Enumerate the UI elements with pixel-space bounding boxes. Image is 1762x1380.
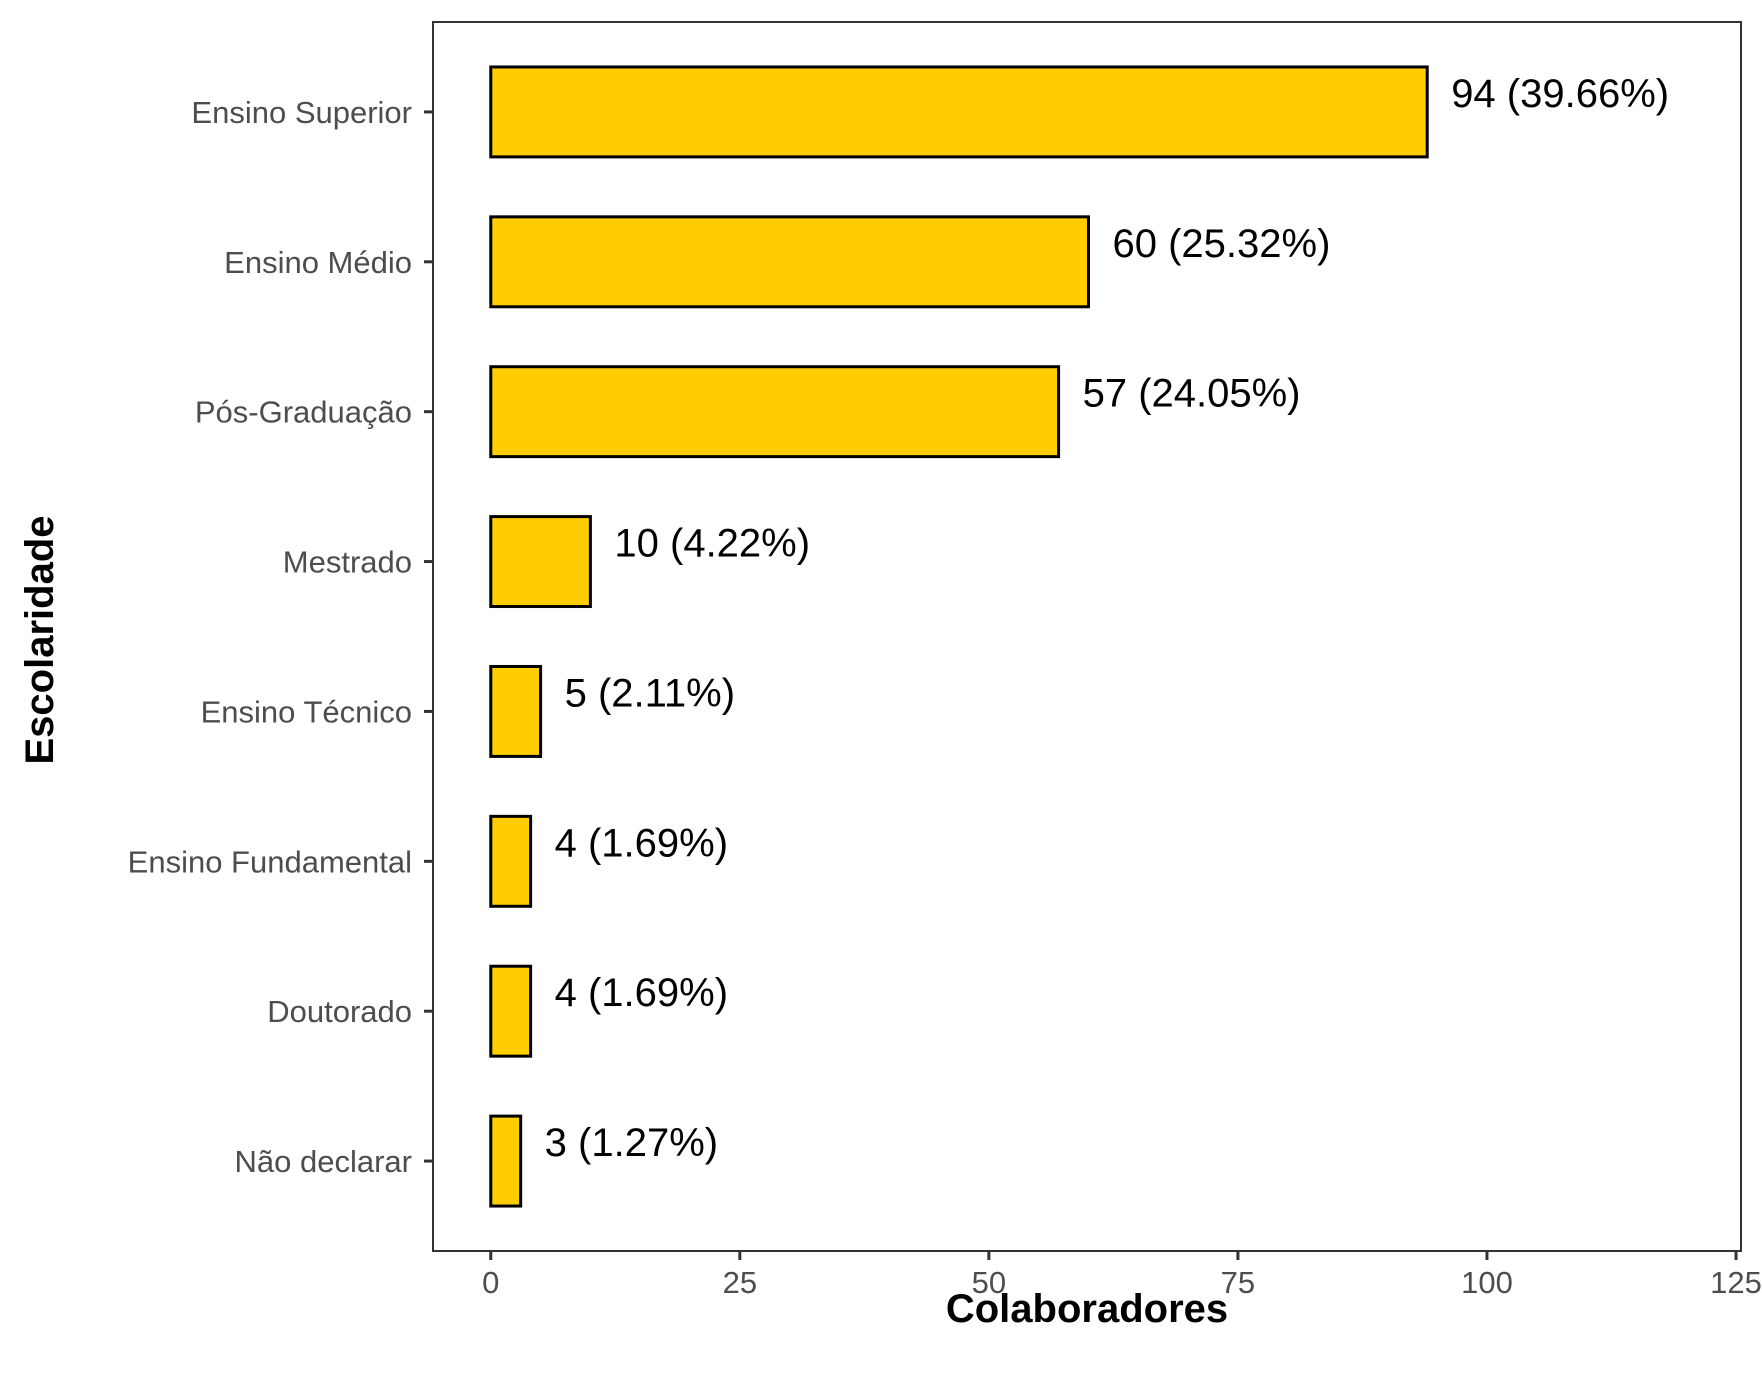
data-label: 60 (25.32%)	[1112, 222, 1330, 266]
bar	[489, 365, 1061, 459]
x-tick-label: 0	[482, 1265, 499, 1300]
x-tick-label: 100	[1461, 1265, 1513, 1300]
x-tick-label: 25	[723, 1265, 757, 1300]
data-label: 10 (4.22%)	[614, 522, 810, 566]
y-tick-label: Ensino Superior	[191, 95, 412, 130]
x-axis-title: Colaboradores	[946, 1287, 1228, 1331]
bar	[489, 515, 592, 609]
bar	[489, 1114, 523, 1208]
plot-panel	[432, 21, 1742, 1252]
data-label: 3 (1.27%)	[545, 1121, 718, 1165]
x-tick-label: 125	[1710, 1265, 1762, 1300]
x-tick-label: 75	[1221, 1265, 1255, 1300]
data-label: 4 (1.69%)	[555, 971, 728, 1015]
data-labels-group: 94 (39.66%) 60 (25.32%) 57 (24.05%) 10 (4.2…	[545, 72, 1669, 1165]
y-tick-label: Ensino Fundamental	[128, 844, 412, 879]
y-tick-label: Ensino Técnico	[201, 694, 412, 729]
y-tick-label: Doutorado	[267, 994, 412, 1029]
bar	[489, 964, 533, 1058]
y-tick-label: Mestrado	[283, 545, 412, 580]
y-tick-label: Ensino Médio	[224, 245, 412, 280]
y-tick-label: Pós-Graduação	[195, 395, 412, 430]
bar	[489, 814, 533, 908]
y-axis: Ensino Superior Ensino Médio Pós-Graduação…	[128, 95, 433, 1179]
x-axis: 0 25 50 75 100 125	[482, 1251, 1762, 1300]
data-label: 4 (1.69%)	[555, 821, 728, 865]
x-tick-label: 50	[972, 1265, 1006, 1300]
data-label: 94 (39.66%)	[1451, 72, 1669, 116]
y-tick-label: Não declarar	[235, 1144, 412, 1179]
data-label: 5 (2.11%)	[565, 671, 735, 715]
bars-group	[489, 65, 1429, 1208]
data-label: 57 (24.05%)	[1083, 372, 1301, 416]
bar	[489, 215, 1090, 309]
bar	[489, 65, 1429, 159]
bar	[489, 664, 543, 758]
y-axis-title: Escolaridade	[18, 515, 62, 764]
